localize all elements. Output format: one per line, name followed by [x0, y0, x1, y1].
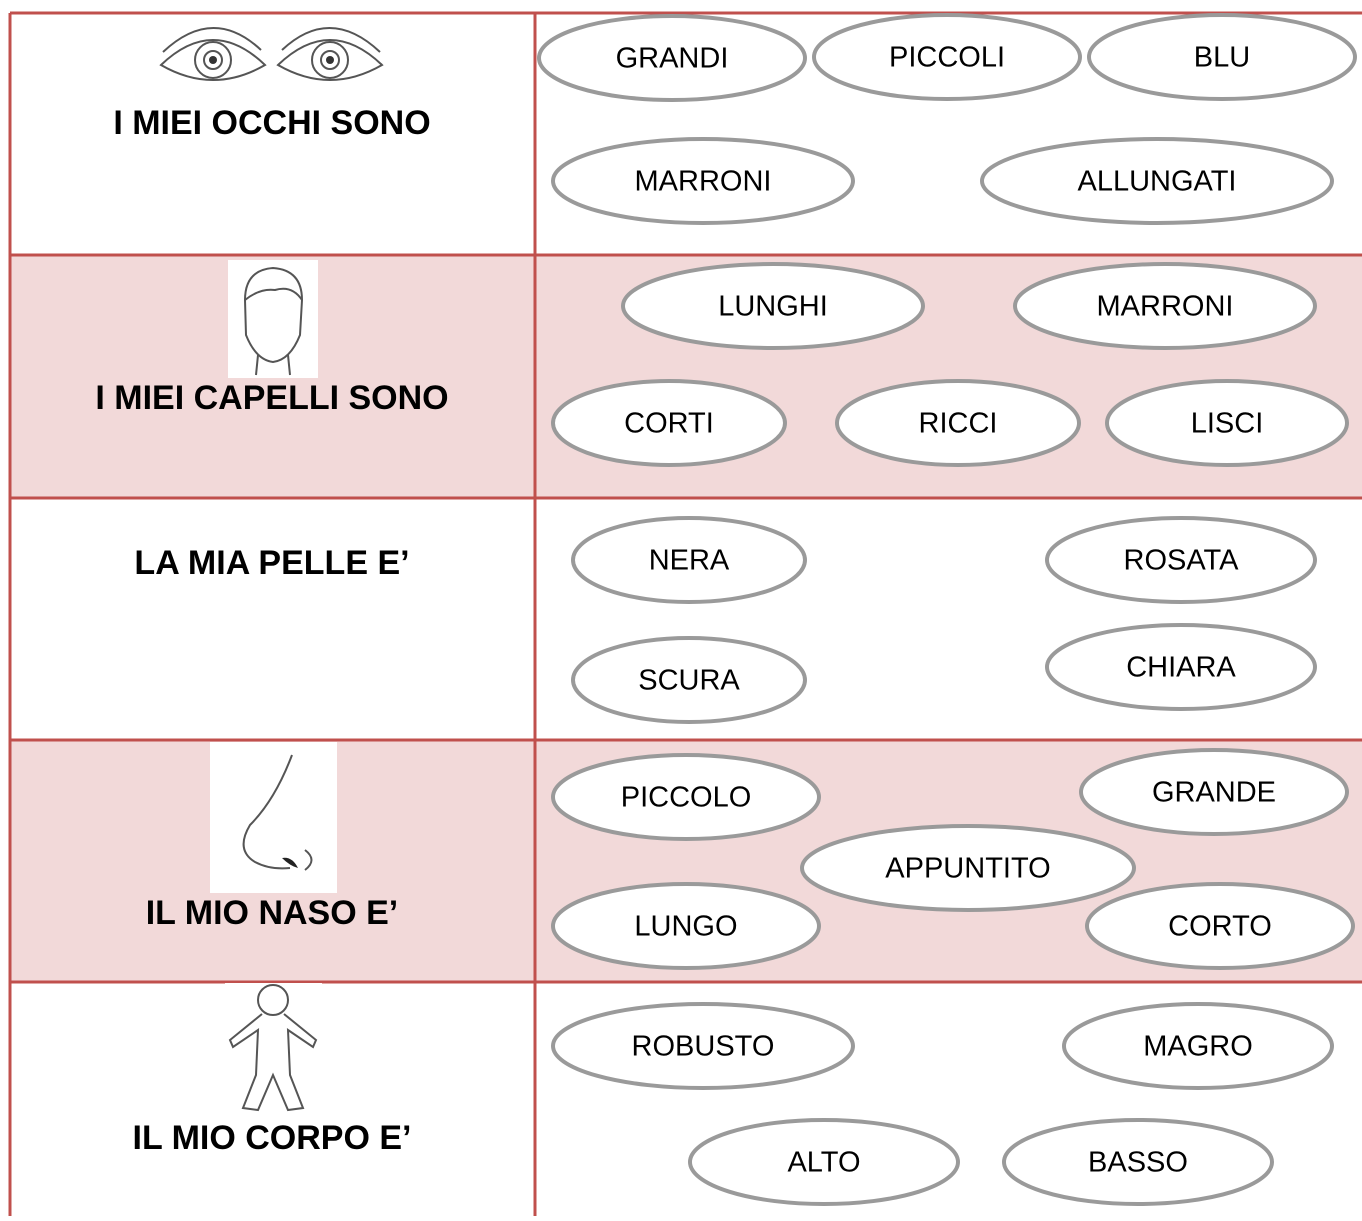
body-icon	[225, 983, 322, 1113]
word-bubble: LISCI	[1105, 379, 1349, 467]
row-label: IL MIO CORPO E’	[133, 1119, 412, 1157]
word-bubble: LUNGO	[551, 882, 821, 970]
icon-bg	[210, 742, 337, 893]
word-bubble: PICCOLI	[812, 13, 1082, 101]
bubble-outline	[1045, 516, 1317, 604]
bubble-outline	[571, 516, 807, 604]
word: LUNGO	[634, 911, 737, 943]
word: ROBUSTO	[632, 1031, 775, 1063]
icon-bg	[225, 983, 322, 1113]
word-bubble: MAGRO	[1062, 1002, 1334, 1090]
bubble-outline	[1013, 262, 1317, 350]
word-bubble: PICCOLO	[551, 753, 821, 841]
bubble-outline	[800, 824, 1136, 912]
bubble-outline	[980, 137, 1334, 225]
word: GRANDI	[616, 43, 729, 75]
bubble-outline	[1045, 623, 1317, 711]
bubble-outline	[551, 1002, 855, 1090]
word: CORTI	[624, 408, 714, 440]
bubble-outline	[571, 636, 807, 724]
word: BLU	[1194, 42, 1250, 74]
word: NERA	[649, 545, 730, 577]
word-bubble: CHIARA	[1045, 623, 1317, 711]
word: GRANDE	[1152, 777, 1276, 809]
bubble-outline	[688, 1118, 960, 1206]
row-label: I MIEI CAPELLI SONO	[95, 379, 448, 417]
bubble-outline	[537, 14, 807, 102]
word: CHIARA	[1126, 652, 1236, 684]
word: MAGRO	[1143, 1031, 1253, 1063]
word-bubble: BASSO	[1002, 1118, 1274, 1206]
bubble-outline	[1062, 1002, 1334, 1090]
word: RICCI	[919, 408, 998, 440]
table-grid	[8, 11, 1362, 1216]
word-bubble: SCURA	[571, 636, 807, 724]
bubble-outline	[551, 379, 787, 467]
bubble-outline	[621, 262, 925, 350]
word-bubble: MARRONI	[551, 137, 855, 225]
bubble-outline	[1002, 1118, 1274, 1206]
word-bubble: MARRONI	[1013, 262, 1317, 350]
word-bubble: LUNGHI	[621, 262, 925, 350]
word-bubble: ALTO	[688, 1118, 960, 1206]
word-bubble: BLU	[1087, 13, 1357, 101]
eye	[159, 27, 267, 81]
nose-icon	[210, 742, 337, 893]
word-bubble: NERA	[571, 516, 807, 604]
word: CORTO	[1168, 911, 1272, 943]
row-labels: I MIEI OCCHI SONO I MIEI CAPELLI SONO LA M…	[95, 104, 448, 1157]
word: PICCOLO	[621, 782, 752, 814]
word: MARRONI	[1097, 291, 1234, 323]
icon-bg	[228, 260, 318, 378]
word: LUNGHI	[718, 291, 828, 323]
word-bubble: GRANDI	[537, 14, 807, 102]
bubble-outline	[551, 882, 821, 970]
word-bubble: ROBUSTO	[551, 1002, 855, 1090]
eyes-icon	[159, 15, 385, 95]
word: PICCOLI	[889, 42, 1005, 74]
word-bubble: RICCI	[835, 379, 1081, 467]
row-label: LA MIA PELLE E’	[134, 544, 409, 582]
word: MARRONI	[635, 166, 772, 198]
bubble-outline	[1105, 379, 1349, 467]
word: BASSO	[1088, 1147, 1188, 1179]
word-bubbles: GRANDI PICCOLI BLU MARRONI ALLUNGATI LUNGHI MA…	[537, 13, 1357, 1206]
face-icon	[228, 260, 318, 378]
bubble-outline	[1085, 882, 1355, 970]
bubble-outline	[812, 13, 1082, 101]
word: SCURA	[638, 665, 740, 697]
word: ALTO	[787, 1147, 860, 1179]
word-bubble: GRANDE	[1079, 748, 1349, 836]
bubble-outline	[551, 137, 855, 225]
bubble-outline	[551, 753, 821, 841]
bubble-outline	[835, 379, 1081, 467]
word-bubble: CORTO	[1085, 882, 1355, 970]
row-label: IL MIO NASO E’	[146, 894, 399, 932]
word: APPUNTITO	[885, 853, 1050, 885]
bubble-outline	[1079, 748, 1349, 836]
word: ROSATA	[1124, 545, 1240, 577]
bubble-outline	[1087, 13, 1357, 101]
icon-bg	[160, 15, 385, 95]
word-bubble: ALLUNGATI	[980, 137, 1334, 225]
word: ALLUNGATI	[1077, 166, 1236, 198]
row-label: I MIEI OCCHI SONO	[113, 104, 430, 142]
eye	[276, 27, 384, 81]
word-bubble: CORTI	[551, 379, 787, 467]
word: LISCI	[1191, 408, 1264, 440]
word-bubble: APPUNTITO	[800, 824, 1136, 912]
word-bubble: ROSATA	[1045, 516, 1317, 604]
